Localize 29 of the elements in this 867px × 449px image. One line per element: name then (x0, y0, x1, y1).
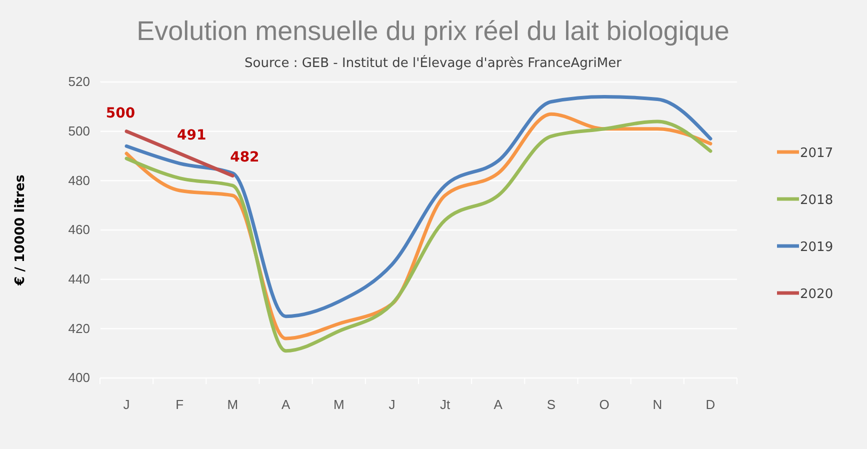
x-tick-label: J (123, 397, 130, 412)
x-tick-label: D (706, 397, 716, 412)
y-tick-label: 520 (68, 74, 90, 90)
legend-label: 2018 (800, 193, 834, 208)
x-tick-label: N (652, 397, 662, 412)
y-tick-label: 440 (68, 271, 90, 286)
x-tick-label: S (546, 397, 556, 412)
y-tick-label: 400 (68, 370, 90, 386)
legend-label: 2019 (800, 240, 834, 255)
y-tick-label: 420 (68, 320, 90, 336)
y-tick-label: 460 (68, 222, 90, 238)
y-tick-label: 500 (68, 123, 90, 138)
x-tick-label: Jt (440, 397, 450, 412)
legend-label: 2020 (800, 287, 834, 302)
x-tick-label: M (333, 397, 344, 412)
data-label: 491 (177, 128, 206, 144)
x-tick-label: J (388, 397, 396, 412)
data-label: 482 (230, 150, 260, 166)
x-tick-label: M (227, 397, 238, 412)
x-tick-label: A (281, 397, 290, 412)
y-axis-title: € / 10000 litres (13, 174, 28, 286)
x-tick-label: F (176, 397, 184, 412)
x-tick-label: O (599, 397, 610, 412)
y-tick-label: 480 (68, 172, 90, 188)
x-tick-label: A (494, 397, 503, 412)
chart-title: Evolution mensuelle du prix réel du lait biologique (136, 16, 730, 46)
chart-subtitle: Source : GEB - Institut de l'Élevage d'après FranceAgriMer (244, 54, 622, 71)
data-label: 500 (106, 105, 136, 122)
legend-label: 2017 (800, 146, 834, 161)
